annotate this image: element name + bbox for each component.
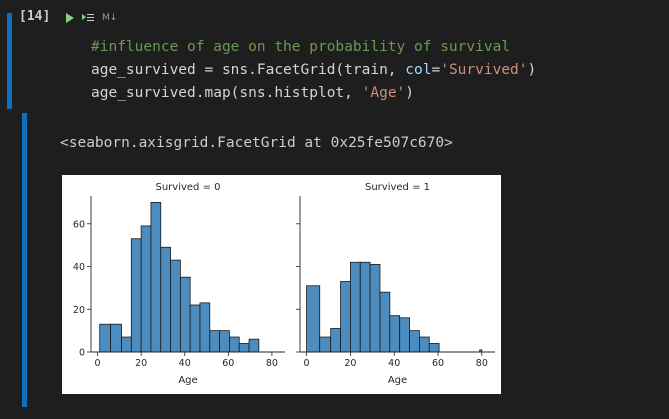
run-cell-icon[interactable]	[66, 13, 74, 23]
code-token: #influence of age on the probability of …	[91, 39, 511, 55]
histogram-bar	[170, 259, 181, 353]
histogram-bar	[428, 343, 440, 353]
output-selection-bar[interactable]	[22, 113, 27, 407]
histogram-bar	[160, 246, 171, 353]
histogram-bar	[379, 291, 391, 353]
x-tick-label: 60	[432, 358, 444, 369]
x-tick-label: 80	[266, 358, 278, 369]
cell-selection-bar[interactable]	[7, 13, 12, 109]
x-axis-label: Age	[178, 375, 197, 386]
code-token: 'Age'	[361, 85, 406, 101]
cell-toolbar: M↓	[66, 10, 117, 26]
histogram-bar	[219, 330, 230, 353]
x-tick-label: 0	[95, 358, 101, 369]
y-tick-label: 60	[73, 219, 85, 230]
x-tick-label: 20	[344, 358, 356, 369]
histogram-bar	[238, 343, 250, 353]
histogram-bar	[99, 323, 112, 353]
histogram-bar	[121, 336, 132, 353]
histogram-bar	[369, 263, 381, 353]
facet-title: Survived = 1	[365, 182, 430, 193]
x-tick-label: 40	[179, 358, 191, 369]
histogram-bar	[419, 336, 430, 353]
x-tick-label: 60	[222, 358, 234, 369]
x-axis-label: Age	[388, 375, 407, 386]
code-line: #influence of age on the probability of …	[91, 36, 536, 59]
histogram-bar	[330, 328, 341, 353]
code-line: age_survived.map(sns.histplot, 'Age')	[91, 82, 536, 105]
facet-panel-0: Survived = 0 0 20 40 60 80 0 20 40 60 Age	[73, 182, 285, 386]
code-token: )	[527, 62, 537, 78]
histogram-bar	[349, 261, 361, 353]
execution-count: [14]	[19, 9, 51, 24]
histogram-bar	[389, 315, 401, 353]
code-line: age_survived = sns.FacetGrid(train, col=…	[91, 59, 536, 82]
histogram-bar	[209, 330, 221, 353]
histogram-bar	[130, 238, 142, 353]
histogram-bar	[150, 202, 162, 353]
histogram-bar	[179, 276, 191, 353]
histogram-bar	[199, 302, 211, 353]
x-tick-label: 0	[304, 358, 310, 369]
x-tick-label: 20	[135, 358, 147, 369]
x-tick-label: 80	[476, 358, 488, 369]
y-tick-label: 20	[73, 305, 85, 316]
code-token: col	[405, 62, 432, 78]
histogram-bar	[359, 261, 371, 353]
histogram-bar	[110, 323, 122, 353]
histogram-bar	[340, 281, 351, 353]
code-token: age_survived = sns.FacetGrid(train,	[91, 62, 406, 78]
output-text: <seaborn.axisgrid.FacetGrid at 0x25fe507…	[60, 135, 453, 151]
code-editor[interactable]: #influence of age on the probability of …	[91, 36, 536, 105]
cell-language-label[interactable]: M↓	[102, 13, 118, 23]
histogram-bar	[140, 225, 152, 353]
histogram-bar	[399, 317, 410, 353]
histogram-bar	[248, 338, 260, 353]
facet-title: Survived = 0	[155, 182, 220, 193]
histogram-bar	[306, 285, 321, 353]
histogram-bar	[229, 336, 240, 353]
run-by-line-icon[interactable]	[82, 13, 94, 23]
histogram-bar	[409, 330, 420, 353]
histogram-chart: Survived = 00 20 40 60 800204060AgeSurvived …	[73, 182, 495, 386]
x-tick-label: 40	[388, 358, 400, 369]
code-token: )	[405, 85, 415, 101]
y-tick-label: 40	[73, 262, 85, 273]
facetgrid-plot: Survived = 0 0 20 40 60 80 0 20 40 60 Age Survived …	[62, 175, 501, 394]
code-token: 'Survived'	[440, 62, 528, 78]
facet-panel-1: Survived = 1 0 20 40 60 80 Age	[296, 182, 495, 386]
histogram-bar	[189, 304, 201, 353]
y-tick-label: 0	[79, 348, 85, 359]
code-token: age_survived.map(sns.histplot,	[91, 85, 362, 101]
histogram-bar	[319, 336, 332, 353]
code-token: =	[431, 62, 441, 78]
